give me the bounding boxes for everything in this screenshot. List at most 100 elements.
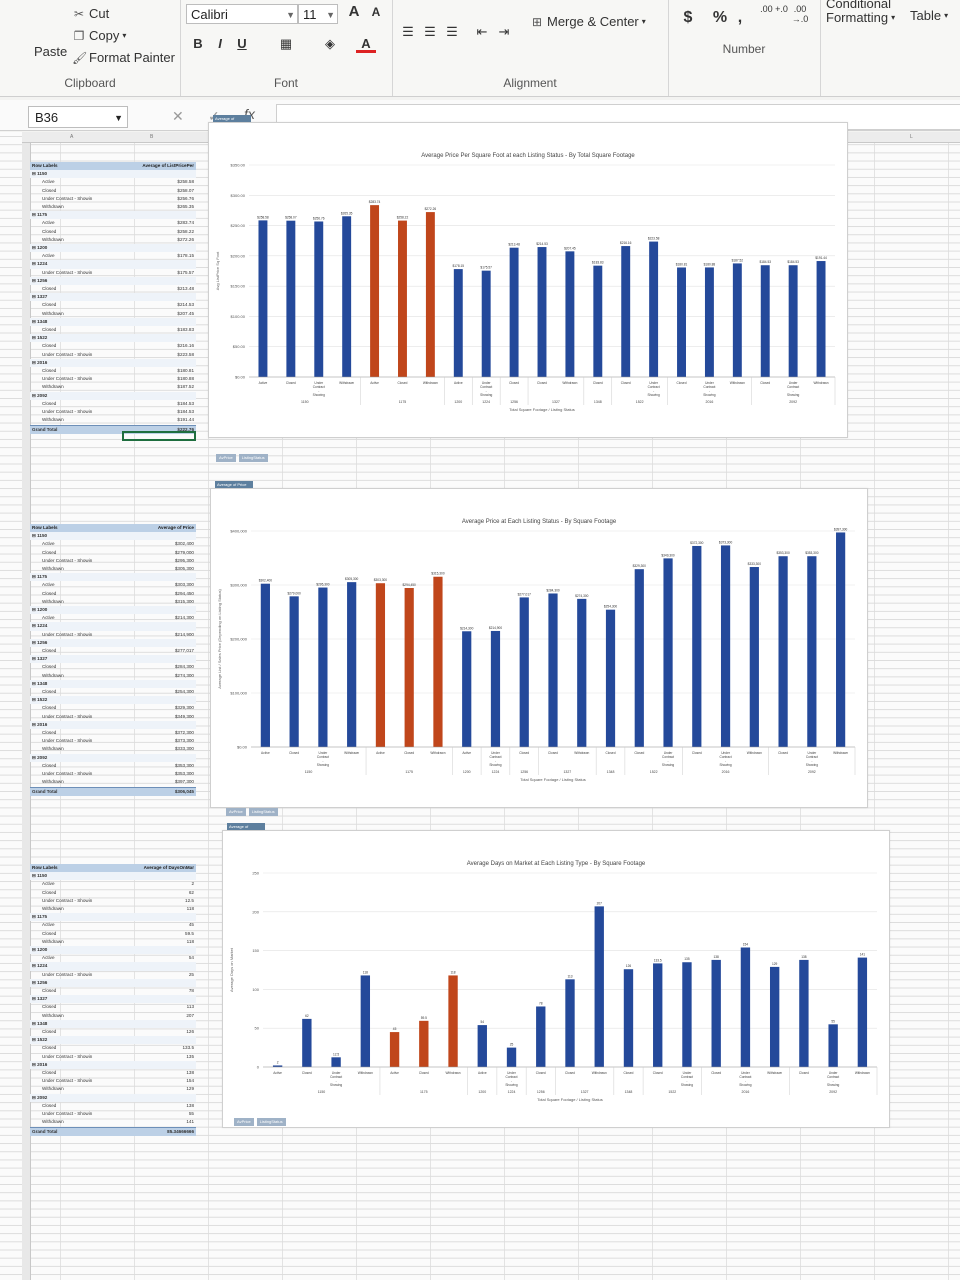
bar[interactable]	[462, 631, 472, 747]
pivot-header[interactable]: Row Labels Average of DaysOnMar	[30, 864, 196, 873]
pivot-group-row[interactable]: ⊟ 1150	[30, 872, 196, 881]
bar[interactable]	[816, 261, 826, 377]
font-color-button[interactable]: A	[356, 34, 376, 53]
pivot-table-price[interactable]: Row Labels Average of Price ⊟ 1150 Active $3…	[30, 524, 196, 796]
pivot-row[interactable]: Withdrawn $333,300	[30, 745, 196, 753]
chart-average-price[interactable]: Average of Price Average Price at Each Li…	[210, 481, 868, 808]
bold-button[interactable]: B	[193, 36, 203, 51]
pivot-header[interactable]: Row Labels Average of ListPricePer	[30, 162, 196, 171]
pivot-group-row[interactable]: ⊟ 1175	[30, 211, 196, 220]
bar[interactable]	[477, 1025, 487, 1067]
bar[interactable]	[594, 906, 604, 1067]
chart-days-on-market[interactable]: Average of DaysOnMarket Average Days on M…	[222, 823, 890, 1128]
pivot-header[interactable]: Row Labels Average of Price	[30, 524, 196, 533]
bar[interactable]	[425, 212, 435, 377]
format-as-table-button[interactable]: Table ▾	[910, 8, 948, 23]
pivot-row[interactable]: Withdrawn $305,300	[30, 565, 196, 573]
pivot-row[interactable]: Active $283.74	[30, 219, 196, 227]
pivot-group-row[interactable]: ⊟ 1348	[30, 1019, 196, 1029]
bar[interactable]	[272, 1065, 283, 1067]
underline-button[interactable]: U	[237, 36, 247, 51]
borders-icon[interactable]: ▦	[279, 36, 293, 51]
align-right-icon[interactable]: ☰	[446, 24, 458, 39]
pivot-group-row[interactable]: ⊟ 1522	[30, 1036, 196, 1045]
pivot-group-row[interactable]: ⊟ 1200	[30, 244, 196, 253]
bar[interactable]	[389, 1032, 400, 1067]
bar[interactable]	[720, 545, 731, 747]
pivot-row[interactable]: Under Contract - Showin 12.5	[30, 897, 196, 905]
bar[interactable]	[836, 532, 846, 747]
pivot-group-row[interactable]: ⊟ 1256	[30, 978, 196, 988]
pivot-row[interactable]: Closed 78	[30, 987, 196, 995]
bar[interactable]	[857, 957, 868, 1067]
pivot-row[interactable]: Under Contract - Showin $175.57	[30, 269, 196, 277]
pivot-row[interactable]: Withdrawn $315,300	[30, 598, 196, 606]
bar[interactable]	[314, 221, 324, 377]
bar[interactable]	[778, 556, 788, 747]
filter-button-status[interactable]: ListingStatus	[238, 454, 268, 462]
column-header-a[interactable]: A	[70, 134, 74, 140]
column-header-b[interactable]: B	[150, 134, 154, 140]
pivot-row[interactable]: Closed $214.53	[30, 301, 196, 309]
bar[interactable]	[807, 556, 817, 747]
pivot-row[interactable]: Under Contract - Showin $349,300	[30, 713, 196, 721]
currency-button[interactable]: $	[683, 9, 693, 26]
format-painter-button[interactable]: 🖌 Format Painter	[72, 50, 175, 65]
pivot-group-row[interactable]: ⊟ 1522	[30, 696, 196, 705]
pivot-row[interactable]: Active $214,300	[30, 614, 196, 622]
pivot-row[interactable]: Closed $294,450	[30, 590, 196, 598]
pivot-group-row[interactable]: ⊟ 1348	[30, 317, 196, 327]
pivot-group-row[interactable]: ⊟ 1150	[30, 532, 196, 541]
font-size-combo[interactable]: 11 ▼	[298, 4, 338, 24]
bar[interactable]	[711, 959, 721, 1067]
pivot-group-row[interactable]: ⊟ 1327	[30, 293, 196, 302]
pivot-group-row[interactable]: ⊟ 1327	[30, 995, 196, 1004]
pivot-row[interactable]: Closed $279,000	[30, 549, 196, 557]
bar[interactable]	[799, 959, 809, 1067]
bar[interactable]	[634, 569, 644, 747]
cancel-icon[interactable]: ✕	[172, 108, 184, 124]
pivot-row[interactable]: Withdrawn $191.44	[30, 416, 196, 424]
pivot-row[interactable]: Under Contract - Showin $353,300	[30, 770, 196, 778]
pivot-row[interactable]: Under Contract - Showin $180.88	[30, 375, 196, 383]
bar[interactable]	[565, 251, 575, 377]
filter-button-price[interactable]: AvPrice	[216, 454, 236, 462]
bar[interactable]	[623, 969, 634, 1067]
conditional-formatting-button-2[interactable]: Formatting ▾	[826, 10, 895, 25]
conditional-formatting-button[interactable]: Conditional	[826, 0, 891, 11]
pivot-row[interactable]: Closed 59.5	[30, 930, 196, 938]
pivot-row[interactable]: Withdrawn 207	[30, 1012, 196, 1020]
pivot-row[interactable]: Closed $258.22	[30, 228, 196, 236]
percent-button[interactable]: %	[712, 9, 728, 26]
pivot-row[interactable]: Closed $254,300	[30, 688, 196, 696]
pivot-row[interactable]: Closed $277,017	[30, 647, 196, 655]
pivot-group-row[interactable]: ⊟ 1522	[30, 334, 196, 343]
bar[interactable]	[375, 583, 386, 747]
pivot-group-row[interactable]: ⊟ 2016	[30, 720, 196, 730]
pivot-row[interactable]: Closed $180.81	[30, 367, 196, 375]
pivot-row[interactable]: Active 45	[30, 921, 196, 929]
pivot-row[interactable]: Closed 138	[30, 1102, 196, 1110]
pivot-row[interactable]: Active $178.15	[30, 252, 196, 260]
increase-decimal-button[interactable]: .00 +.0	[760, 4, 788, 14]
name-box[interactable]: B36 ▼	[28, 106, 128, 128]
decrease-decimal-button[interactable]: .00 →.0	[791, 4, 809, 24]
pivot-row[interactable]: Closed 138	[30, 1069, 196, 1077]
bar[interactable]	[481, 270, 491, 377]
pivot-group-row[interactable]: ⊟ 1150	[30, 170, 196, 179]
pivot-row[interactable]: Closed $258.07	[30, 187, 196, 195]
bar[interactable]	[347, 582, 357, 747]
bar[interactable]	[519, 597, 529, 747]
filter-button-status[interactable]: ListingStatus	[256, 1118, 286, 1126]
bar[interactable]	[828, 1024, 838, 1067]
bar[interactable]	[453, 269, 463, 377]
bar[interactable]	[302, 1018, 312, 1067]
bar[interactable]	[760, 265, 770, 377]
pivot-row[interactable]: Closed $329,300	[30, 704, 196, 712]
bar[interactable]	[258, 220, 268, 377]
chart-price-per-sqft[interactable]: Average of ListPricePerSqFt Average Price…	[208, 115, 848, 438]
pivot-grand-total[interactable]: Grand Total 85.34666666	[30, 1126, 196, 1136]
pivot-row[interactable]: Closed $183.83	[30, 326, 196, 334]
pivot-row[interactable]: Under Contract - Showin $373,300	[30, 737, 196, 745]
pivot-row[interactable]: Under Contract - Showin 25	[30, 971, 196, 979]
